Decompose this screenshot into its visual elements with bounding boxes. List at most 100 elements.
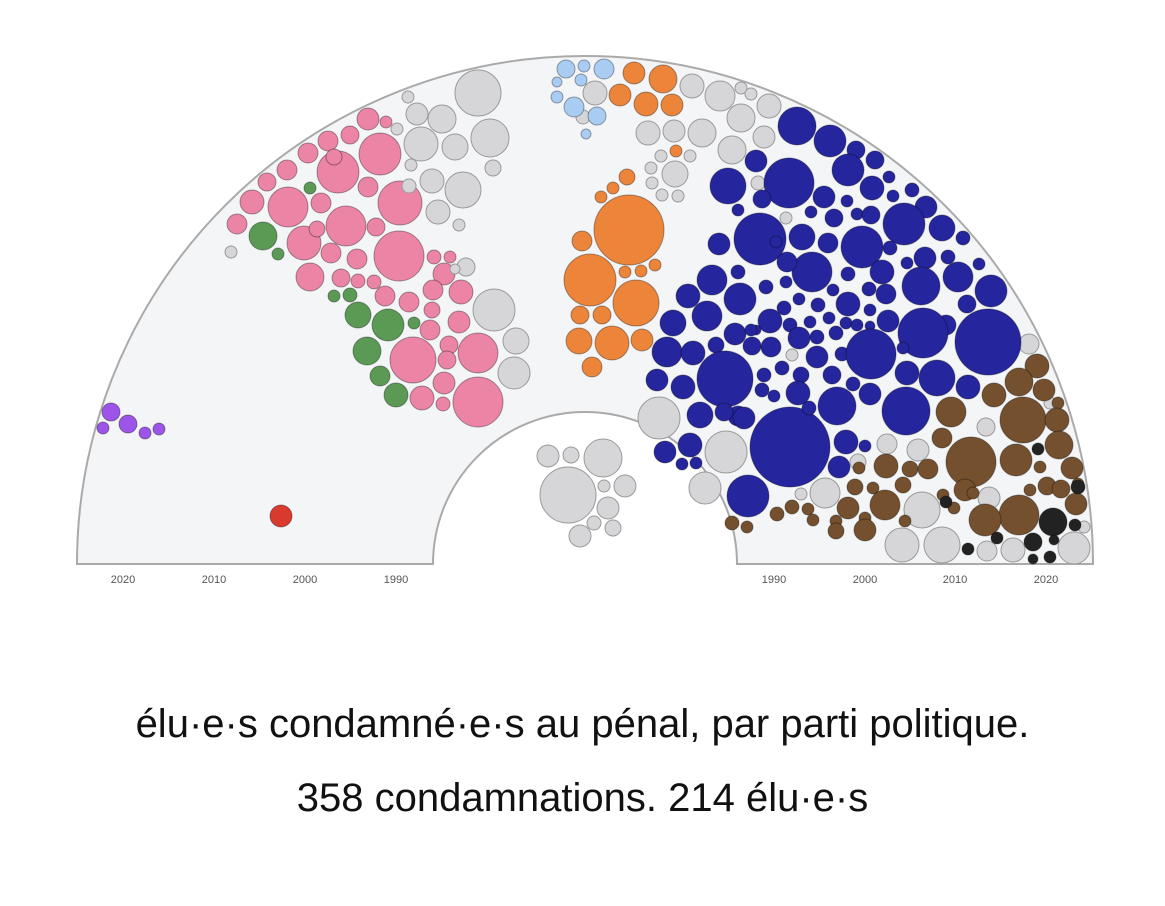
bubble-green <box>342 287 358 303</box>
bubble-navy <box>858 439 872 453</box>
bubble-purple <box>96 421 110 435</box>
bubble-black <box>961 542 975 556</box>
bubble-brown <box>866 481 880 495</box>
bubble-orange <box>669 144 683 158</box>
tick-right-2010: 2010 <box>943 574 967 586</box>
bubble-navy <box>757 308 783 334</box>
bubble-pink <box>447 310 471 334</box>
bubble-brown <box>981 382 1007 408</box>
bubble-navy <box>810 297 826 313</box>
bubble-grey <box>539 466 597 524</box>
bubble-grey <box>484 159 502 177</box>
bubble-brown <box>846 478 864 496</box>
bubble-navy <box>675 283 701 309</box>
bubble-grey <box>679 73 705 99</box>
bubble-grey <box>425 199 451 225</box>
tick-right-2020: 2020 <box>1034 574 1058 586</box>
bubble-brown <box>1051 479 1071 499</box>
bubble-black <box>1038 507 1068 537</box>
bubble-navy <box>659 309 687 337</box>
bubble-black <box>1023 532 1043 552</box>
bubble-navy <box>809 329 825 345</box>
bubble-grey <box>923 526 961 564</box>
bubble-pink <box>267 186 309 228</box>
bubble-navy <box>689 456 703 470</box>
bubble-grey <box>470 118 510 158</box>
bubble-pink <box>356 107 380 131</box>
bubble-grey <box>449 263 461 275</box>
bubble-pink <box>310 192 332 214</box>
bubble-navy <box>840 225 884 269</box>
bubbles-layer <box>96 58 1091 565</box>
bubble-grey <box>224 245 238 259</box>
bubble-navy <box>901 266 941 306</box>
bubble-navy <box>859 175 885 201</box>
bubble-navy <box>680 340 706 366</box>
bubble-navy <box>691 300 723 332</box>
bubble-orange <box>660 93 684 117</box>
bubble-pink <box>346 248 368 270</box>
bubble-grey <box>604 519 622 537</box>
bubble-black <box>939 495 953 509</box>
bubble-grey <box>635 120 661 146</box>
bubble-pink <box>435 396 451 412</box>
bubble-navy <box>779 275 793 289</box>
bubble-grey <box>752 125 776 149</box>
bubble-light-blue <box>574 73 588 87</box>
bubble-brown <box>801 502 815 516</box>
bubble-navy <box>955 374 981 400</box>
bubble-brown <box>999 396 1047 444</box>
bubble-navy <box>787 326 811 350</box>
bubble-brown <box>1044 430 1074 460</box>
bubble-pink <box>366 217 386 237</box>
bubble-green <box>303 181 317 195</box>
bubble-navy <box>707 232 731 256</box>
bubble-grey <box>704 80 736 112</box>
bubble-navy <box>769 235 783 249</box>
bubble-orange <box>565 327 593 355</box>
bubble-green <box>271 247 285 261</box>
bubble-green <box>369 365 391 387</box>
bubble-black <box>1031 442 1045 456</box>
bubble-navy <box>707 336 725 354</box>
hemicycle-chart: 2020 2010 2000 1990 1990 2000 2010 2020 <box>75 55 1095 586</box>
tick-left-1990: 1990 <box>384 574 408 586</box>
bubble-pink <box>308 220 326 238</box>
bubble-navy <box>785 380 811 406</box>
bubble-light-blue <box>577 59 591 73</box>
bubble-brown <box>1064 492 1088 516</box>
bubble-navy <box>840 194 854 208</box>
bubble-navy <box>826 283 840 297</box>
bubble-brown <box>894 476 912 494</box>
bubble-navy <box>670 374 696 400</box>
bubble-navy <box>776 300 792 316</box>
bubble-brown <box>901 460 919 478</box>
bubble-green <box>407 316 421 330</box>
bubble-pink <box>448 279 474 305</box>
bubble-navy <box>645 368 669 392</box>
bubble-orange <box>563 253 617 307</box>
bubble-navy <box>723 282 757 316</box>
bubble-grey <box>644 161 658 175</box>
bubble-grey <box>906 438 930 462</box>
bubble-brown <box>998 494 1040 536</box>
bubble-navy <box>709 167 747 205</box>
bubble-grey <box>403 126 439 162</box>
bubble-navy <box>876 309 900 333</box>
bubble-grey <box>613 474 637 498</box>
bubble-pink <box>374 285 396 307</box>
bubble-navy <box>726 474 770 518</box>
bubble-grey <box>401 178 417 194</box>
bubble-brown <box>966 486 980 500</box>
bubble-orange <box>618 265 632 279</box>
chart-caption-line2: 358 condamnations. 214 élu·e·s <box>296 776 869 820</box>
bubble-pink <box>457 332 499 374</box>
bubble-navy <box>813 124 847 158</box>
bubble-light-blue <box>551 76 563 88</box>
bubble-brown <box>935 396 967 428</box>
bubble-orange <box>648 64 678 94</box>
bubble-navy <box>723 322 747 346</box>
bubble-navy <box>928 214 956 242</box>
bubble-orange <box>630 328 654 352</box>
bubble-navy <box>675 457 689 471</box>
